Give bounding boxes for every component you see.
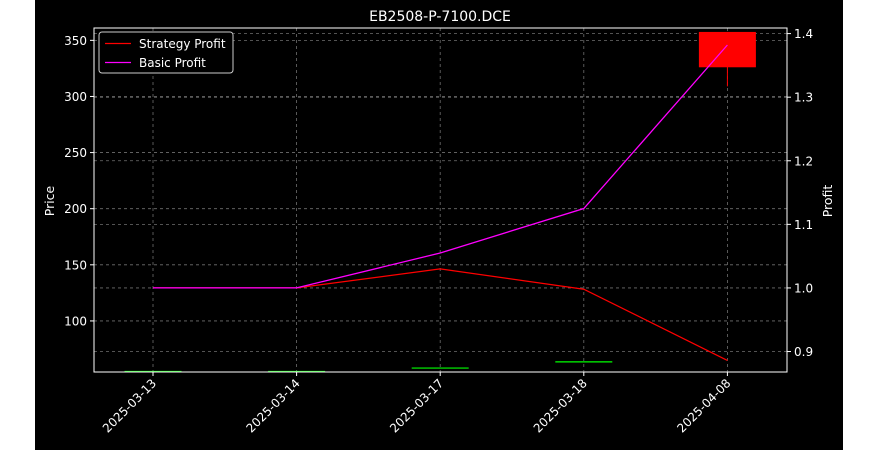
candlestick-series	[124, 31, 756, 373]
plot-area-border	[93, 27, 788, 373]
x-tick-label: 2025-03-14	[244, 376, 303, 435]
profit-lines	[153, 44, 728, 361]
y-tick-label-right: 1.1	[794, 218, 813, 232]
y-tick-label-right: 0.9	[794, 345, 813, 359]
y-tick-label-right: 1.0	[794, 281, 813, 295]
chart-canvas: EB2508-P-7100.DCE Price Profit 2025-03-1…	[42, 9, 835, 435]
y-axis-right-label: Profit	[820, 185, 835, 218]
y-tick-label-right: 1.2	[794, 154, 813, 168]
y-tick-label-left: 300	[64, 90, 87, 104]
y-axis-left-label: Price	[42, 185, 57, 216]
grid-lines	[94, 28, 787, 372]
legend-label-basic-profit: Basic Profit	[139, 56, 206, 70]
y-tick-label-left: 350	[64, 34, 87, 48]
x-tick-label: 2025-03-13	[100, 376, 159, 435]
x-tick-label: 2025-03-17	[387, 376, 446, 435]
legend-box	[98, 31, 234, 74]
series-line-basic-profit	[153, 44, 728, 289]
chart-frame: EB2508-P-7100.DCE Price Profit 2025-03-1…	[35, 0, 843, 450]
y-tick-label-left: 200	[64, 202, 87, 216]
legend: Strategy Profit Basic Profit	[98, 31, 234, 74]
y-tick-label-right: 1.4	[794, 27, 813, 41]
chart-title: EB2508-P-7100.DCE	[369, 9, 511, 25]
y-tick-label-right: 1.3	[794, 91, 813, 105]
x-tick-label: 2025-04-08	[674, 376, 733, 435]
legend-label-strategy-profit: Strategy Profit	[139, 37, 226, 51]
axes: 2025-03-13 2025-03-14 2025-03-17 2025-03-18…	[64, 27, 813, 435]
candle-body	[698, 31, 756, 68]
y-tick-label-left: 250	[64, 146, 87, 160]
y-tick-label-left: 150	[64, 258, 87, 272]
x-tick-label: 2025-03-18	[531, 376, 590, 435]
y-tick-label-left: 100	[64, 314, 87, 328]
